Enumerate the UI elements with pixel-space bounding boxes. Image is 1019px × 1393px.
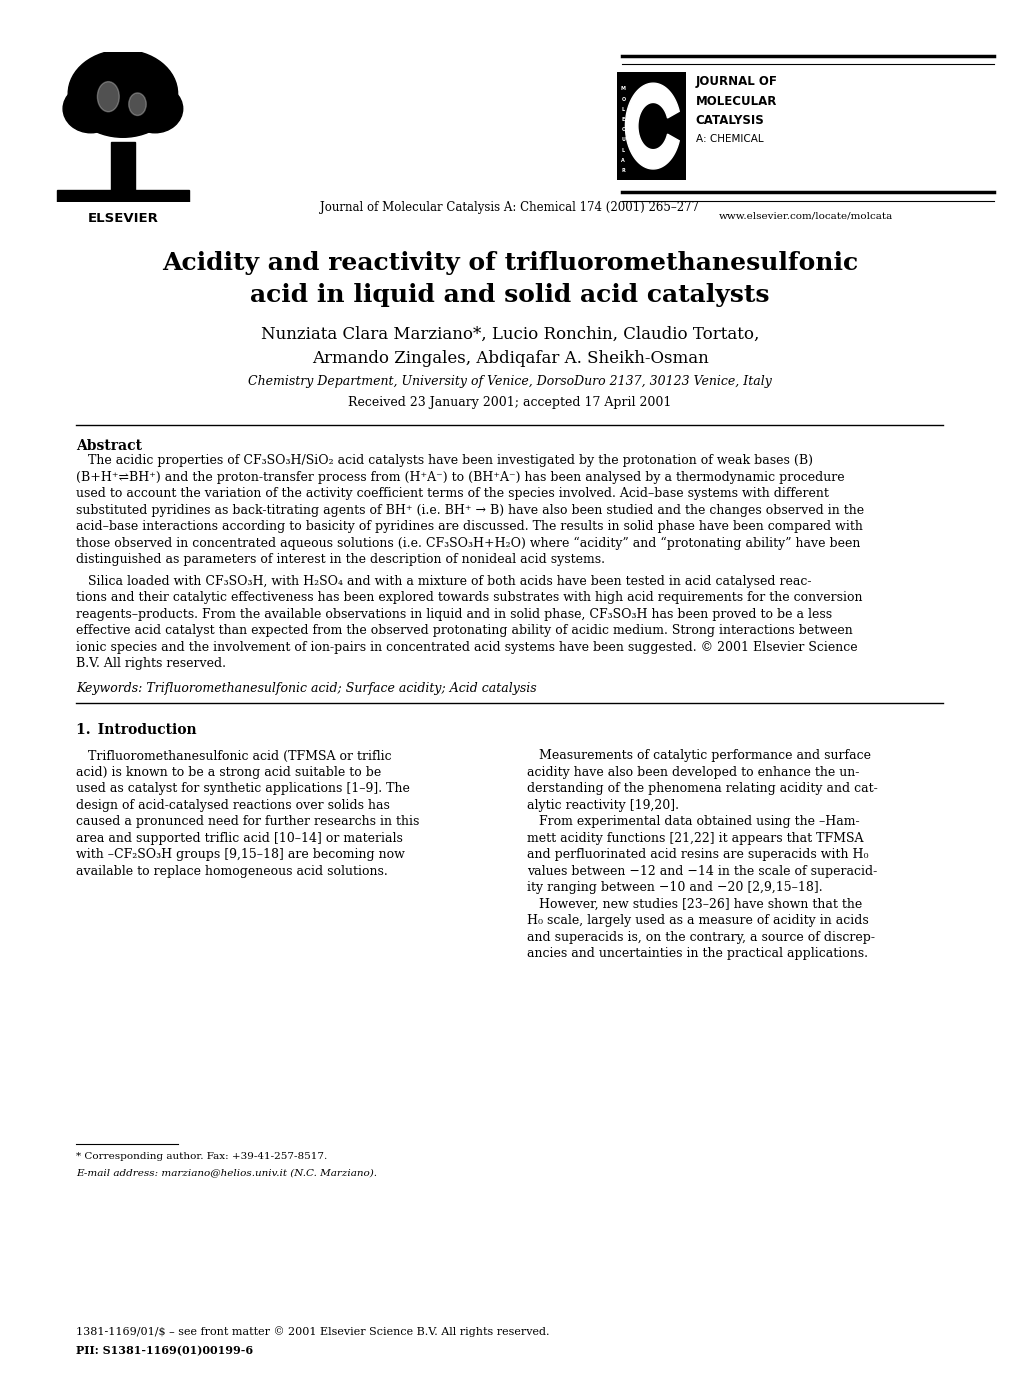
- Text: ancies and uncertainties in the practical applications.: ancies and uncertainties in the practica…: [527, 947, 867, 960]
- Text: and superacids is, on the contrary, a source of discrep-: and superacids is, on the contrary, a so…: [527, 931, 874, 944]
- Bar: [57, 189, 189, 202]
- Text: Nunziata Clara Marziano*, Lucio Ronchin, Claudio Tortato,: Nunziata Clara Marziano*, Lucio Ronchin,…: [261, 326, 758, 343]
- Text: Keywords: Trifluoromethanesulfonic acid; Surface acidity; Acid catalysis: Keywords: Trifluoromethanesulfonic acid;…: [76, 681, 537, 695]
- Ellipse shape: [68, 50, 177, 138]
- Text: Silica loaded with CF₃SO₃H, with H₂SO₄ and with a mixture of both acids have bee: Silica loaded with CF₃SO₃H, with H₂SO₄ a…: [76, 574, 811, 588]
- Text: 1. Introduction: 1. Introduction: [76, 723, 197, 737]
- Text: used as catalyst for synthetic applications [1–9]. The: used as catalyst for synthetic applicati…: [76, 783, 410, 795]
- Text: effective acid catalyst than expected from the observed protonating ability of a: effective acid catalyst than expected fr…: [76, 624, 853, 637]
- Text: reagents–products. From the available observations in liquid and in solid phase,: reagents–products. From the available ob…: [76, 607, 832, 620]
- Ellipse shape: [63, 85, 118, 132]
- Text: Armando Zingales, Abdiqafar A. Sheikh-Osman: Armando Zingales, Abdiqafar A. Sheikh-Os…: [312, 350, 707, 366]
- Text: values between −12 and −14 in the scale of superacid-: values between −12 and −14 in the scale …: [527, 865, 876, 878]
- Text: derstanding of the phenomena relating acidity and cat-: derstanding of the phenomena relating ac…: [527, 783, 877, 795]
- Text: * Corresponding author. Fax: +39-41-257-8517.: * Corresponding author. Fax: +39-41-257-…: [76, 1152, 327, 1160]
- Text: (B+H⁺⇌BH⁺) and the proton-transfer process from (H⁺A⁻) to (BH⁺A⁻) has been analy: (B+H⁺⇌BH⁺) and the proton-transfer proce…: [76, 471, 845, 483]
- Text: Journal of Molecular Catalysis A: Chemical 174 (2001) 265–277: Journal of Molecular Catalysis A: Chemic…: [320, 201, 699, 213]
- Text: tions and their catalytic effectiveness has been explored towards substrates wit: tions and their catalytic effectiveness …: [76, 591, 862, 605]
- Text: caused a pronunced need for further researchs in this: caused a pronunced need for further rese…: [76, 815, 420, 829]
- Text: PII: S1381-1169(01)00199-6: PII: S1381-1169(01)00199-6: [76, 1346, 254, 1357]
- Text: ELSEVIER: ELSEVIER: [88, 212, 158, 224]
- Ellipse shape: [83, 52, 163, 96]
- Text: www.elsevier.com/locate/molcata: www.elsevier.com/locate/molcata: [718, 212, 892, 220]
- Text: A: A: [621, 157, 625, 163]
- Text: MOLECULAR: MOLECULAR: [695, 95, 776, 107]
- Text: acidity have also been developed to enhance the un-: acidity have also been developed to enha…: [527, 766, 859, 779]
- Text: B.V. All rights reserved.: B.V. All rights reserved.: [76, 657, 226, 670]
- Text: those observed in concentrated aqueous solutions (i.e. CF₃SO₃H+H₂O) where “acidi: those observed in concentrated aqueous s…: [76, 536, 860, 550]
- Text: H₀ scale, largely used as a measure of acidity in acids: H₀ scale, largely used as a measure of a…: [527, 914, 868, 928]
- Text: L: L: [622, 107, 625, 111]
- Text: R: R: [621, 169, 625, 173]
- Text: JOURNAL OF: JOURNAL OF: [695, 75, 776, 88]
- Text: C: C: [621, 127, 625, 132]
- Text: 1381-1169/01/$ – see front matter © 2001 Elsevier Science B.V. All rights reserv: 1381-1169/01/$ – see front matter © 2001…: [76, 1326, 549, 1337]
- Text: Measurements of catalytic performance and surface: Measurements of catalytic performance an…: [527, 749, 870, 762]
- Text: CATALYSIS: CATALYSIS: [695, 114, 763, 127]
- Text: E: E: [621, 117, 625, 123]
- Text: From experimental data obtained using the –Ham-: From experimental data obtained using th…: [527, 815, 859, 829]
- Text: distinguished as parameters of interest in the description of nonideal acid syst: distinguished as parameters of interest …: [76, 553, 605, 566]
- Text: with –CF₂SO₃H groups [9,15–18] are becoming now: with –CF₂SO₃H groups [9,15–18] are becom…: [76, 848, 405, 861]
- Text: and perfluorinated acid resins are superacids with H₀: and perfluorinated acid resins are super…: [527, 848, 868, 861]
- Polygon shape: [625, 84, 679, 169]
- Text: design of acid-catalysed reactions over solids has: design of acid-catalysed reactions over …: [76, 800, 390, 812]
- Text: A: CHEMICAL: A: CHEMICAL: [695, 134, 762, 143]
- Text: U: U: [621, 138, 625, 142]
- Text: Chemistry Department, University of Venice, DorsoDuro 2137, 30123 Venice, Italy: Chemistry Department, University of Veni…: [248, 375, 771, 387]
- Text: ionic species and the involvement of ion-pairs in concentrated acid systems have: ionic species and the involvement of ion…: [76, 641, 857, 653]
- Text: O: O: [621, 96, 625, 102]
- Text: E-mail address: marziano@helios.univ.it (N.C. Marziano).: E-mail address: marziano@helios.univ.it …: [76, 1169, 377, 1177]
- Text: Received 23 January 2001; accepted 17 April 2001: Received 23 January 2001; accepted 17 Ap…: [347, 396, 672, 408]
- Text: acid) is known to be a strong acid suitable to be: acid) is known to be a strong acid suita…: [76, 766, 381, 779]
- Text: used to account the variation of the activity coefficient terms of the species i: used to account the variation of the act…: [76, 488, 828, 500]
- Ellipse shape: [97, 82, 119, 111]
- Text: mett acidity functions [21,22] it appears that TFMSA: mett acidity functions [21,22] it appear…: [527, 832, 863, 846]
- Text: acid–base interactions according to basicity of pyridines are discussed. The res: acid–base interactions according to basi…: [76, 520, 862, 534]
- Text: available to replace homogeneous acid solutions.: available to replace homogeneous acid so…: [76, 865, 388, 878]
- Text: acid in liquid and solid acid catalysts: acid in liquid and solid acid catalysts: [250, 283, 769, 306]
- Bar: [111, 142, 135, 202]
- Text: substituted pyridines as back-titrating agents of BH⁺ (i.e. BH⁺ → B) have also b: substituted pyridines as back-titrating …: [76, 504, 864, 517]
- Ellipse shape: [128, 93, 146, 116]
- Text: area and supported triflic acid [10–14] or materials: area and supported triflic acid [10–14] …: [76, 832, 403, 846]
- Text: L: L: [622, 148, 625, 152]
- Text: Acidity and reactivity of trifluoromethanesulfonic: Acidity and reactivity of trifluorometha…: [162, 251, 857, 274]
- Text: Trifluoromethanesulfonic acid (TFMSA or triflic: Trifluoromethanesulfonic acid (TFMSA or …: [76, 749, 391, 762]
- Text: Abstract: Abstract: [76, 439, 143, 453]
- Text: ity ranging between −10 and −20 [2,9,15–18].: ity ranging between −10 and −20 [2,9,15–…: [527, 882, 822, 894]
- Text: The acidic properties of CF₃SO₃H/SiO₂ acid catalysts have been investigated by t: The acidic properties of CF₃SO₃H/SiO₂ ac…: [76, 454, 813, 467]
- Ellipse shape: [127, 85, 182, 132]
- Text: However, new studies [23–26] have shown that the: However, new studies [23–26] have shown …: [527, 898, 862, 911]
- Text: alytic reactivity [19,20].: alytic reactivity [19,20].: [527, 800, 679, 812]
- Text: M: M: [621, 86, 626, 92]
